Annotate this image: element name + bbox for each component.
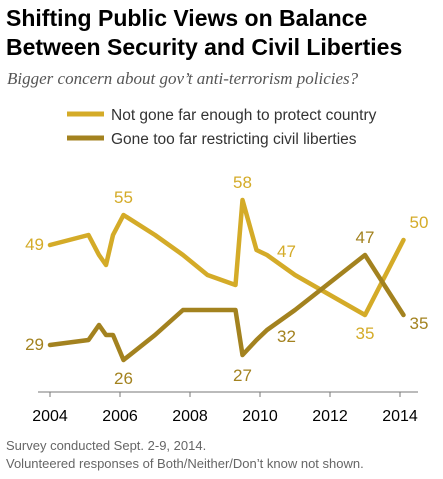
x-tick-label: 2006	[102, 408, 138, 425]
series-line-2	[47, 252, 406, 363]
chart-subtitle: Bigger concern about gov’t anti-terroris…	[7, 69, 359, 88]
data-label: 49	[25, 235, 44, 254]
x-tick-label: 2004	[32, 408, 68, 425]
chart-title-line1: Shifting Public Views on Balance	[6, 5, 368, 31]
data-label: 32	[277, 327, 296, 346]
data-label: 58	[233, 173, 252, 192]
data-label: 47	[356, 228, 375, 247]
x-tick-label: 2014	[382, 408, 418, 425]
chart-title-line2: Between Security and Civil Liberties	[6, 34, 403, 60]
data-label: 35	[410, 314, 429, 333]
series-line-1	[47, 197, 406, 318]
x-tick-label: 2008	[172, 408, 208, 425]
x-tick-label: 2012	[312, 408, 348, 425]
data-label: 50	[410, 213, 429, 232]
data-label: 29	[25, 335, 44, 354]
footer-note-survey: Survey conducted Sept. 2-9, 2014.	[6, 438, 207, 453]
data-label: 35	[356, 324, 375, 343]
legend-label-2: Gone too far restricting civil liberties	[111, 131, 357, 148]
footer-note-volunteered: Volunteered responses of Both/Neither/Do…	[6, 456, 364, 471]
data-label: 55	[114, 188, 133, 207]
data-label: 27	[233, 366, 252, 385]
data-label: 47	[277, 242, 296, 261]
chart-title: Shifting Public Views on Balance Between…	[6, 4, 438, 62]
legend-label-1: Not gone far enough to protect country	[111, 107, 377, 124]
x-tick-label: 2010	[242, 408, 278, 425]
data-label: 26	[114, 369, 133, 388]
